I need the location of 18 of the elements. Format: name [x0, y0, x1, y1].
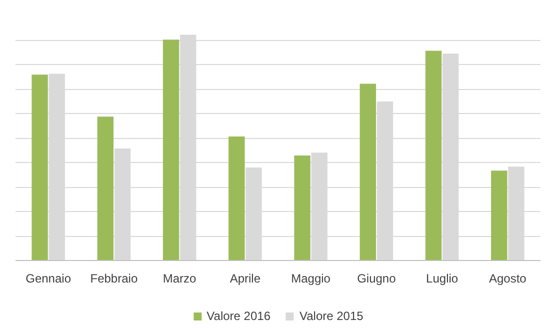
legend-label: Valore 2015 [300, 309, 364, 323]
x-tick-label: Aprile [230, 272, 261, 286]
bar [162, 40, 180, 260]
x-tick-label: Agosto [489, 272, 527, 286]
x-tick-label: Giugno [357, 272, 396, 286]
x-tick-label: Maggio [291, 272, 331, 286]
x-tick-label: Febbraio [90, 272, 138, 286]
bar [294, 156, 310, 260]
bar [32, 74, 48, 260]
x-tick-label: Luglio [426, 272, 458, 286]
legend-label: Valore 2016 [206, 309, 270, 323]
x-tick-label: Marzo [162, 272, 197, 286]
bar [491, 170, 508, 260]
bar [97, 116, 114, 260]
x-tick-label: Gennaio [26, 272, 72, 286]
bar [360, 84, 376, 260]
bar [228, 136, 245, 260]
bar [425, 50, 442, 260]
